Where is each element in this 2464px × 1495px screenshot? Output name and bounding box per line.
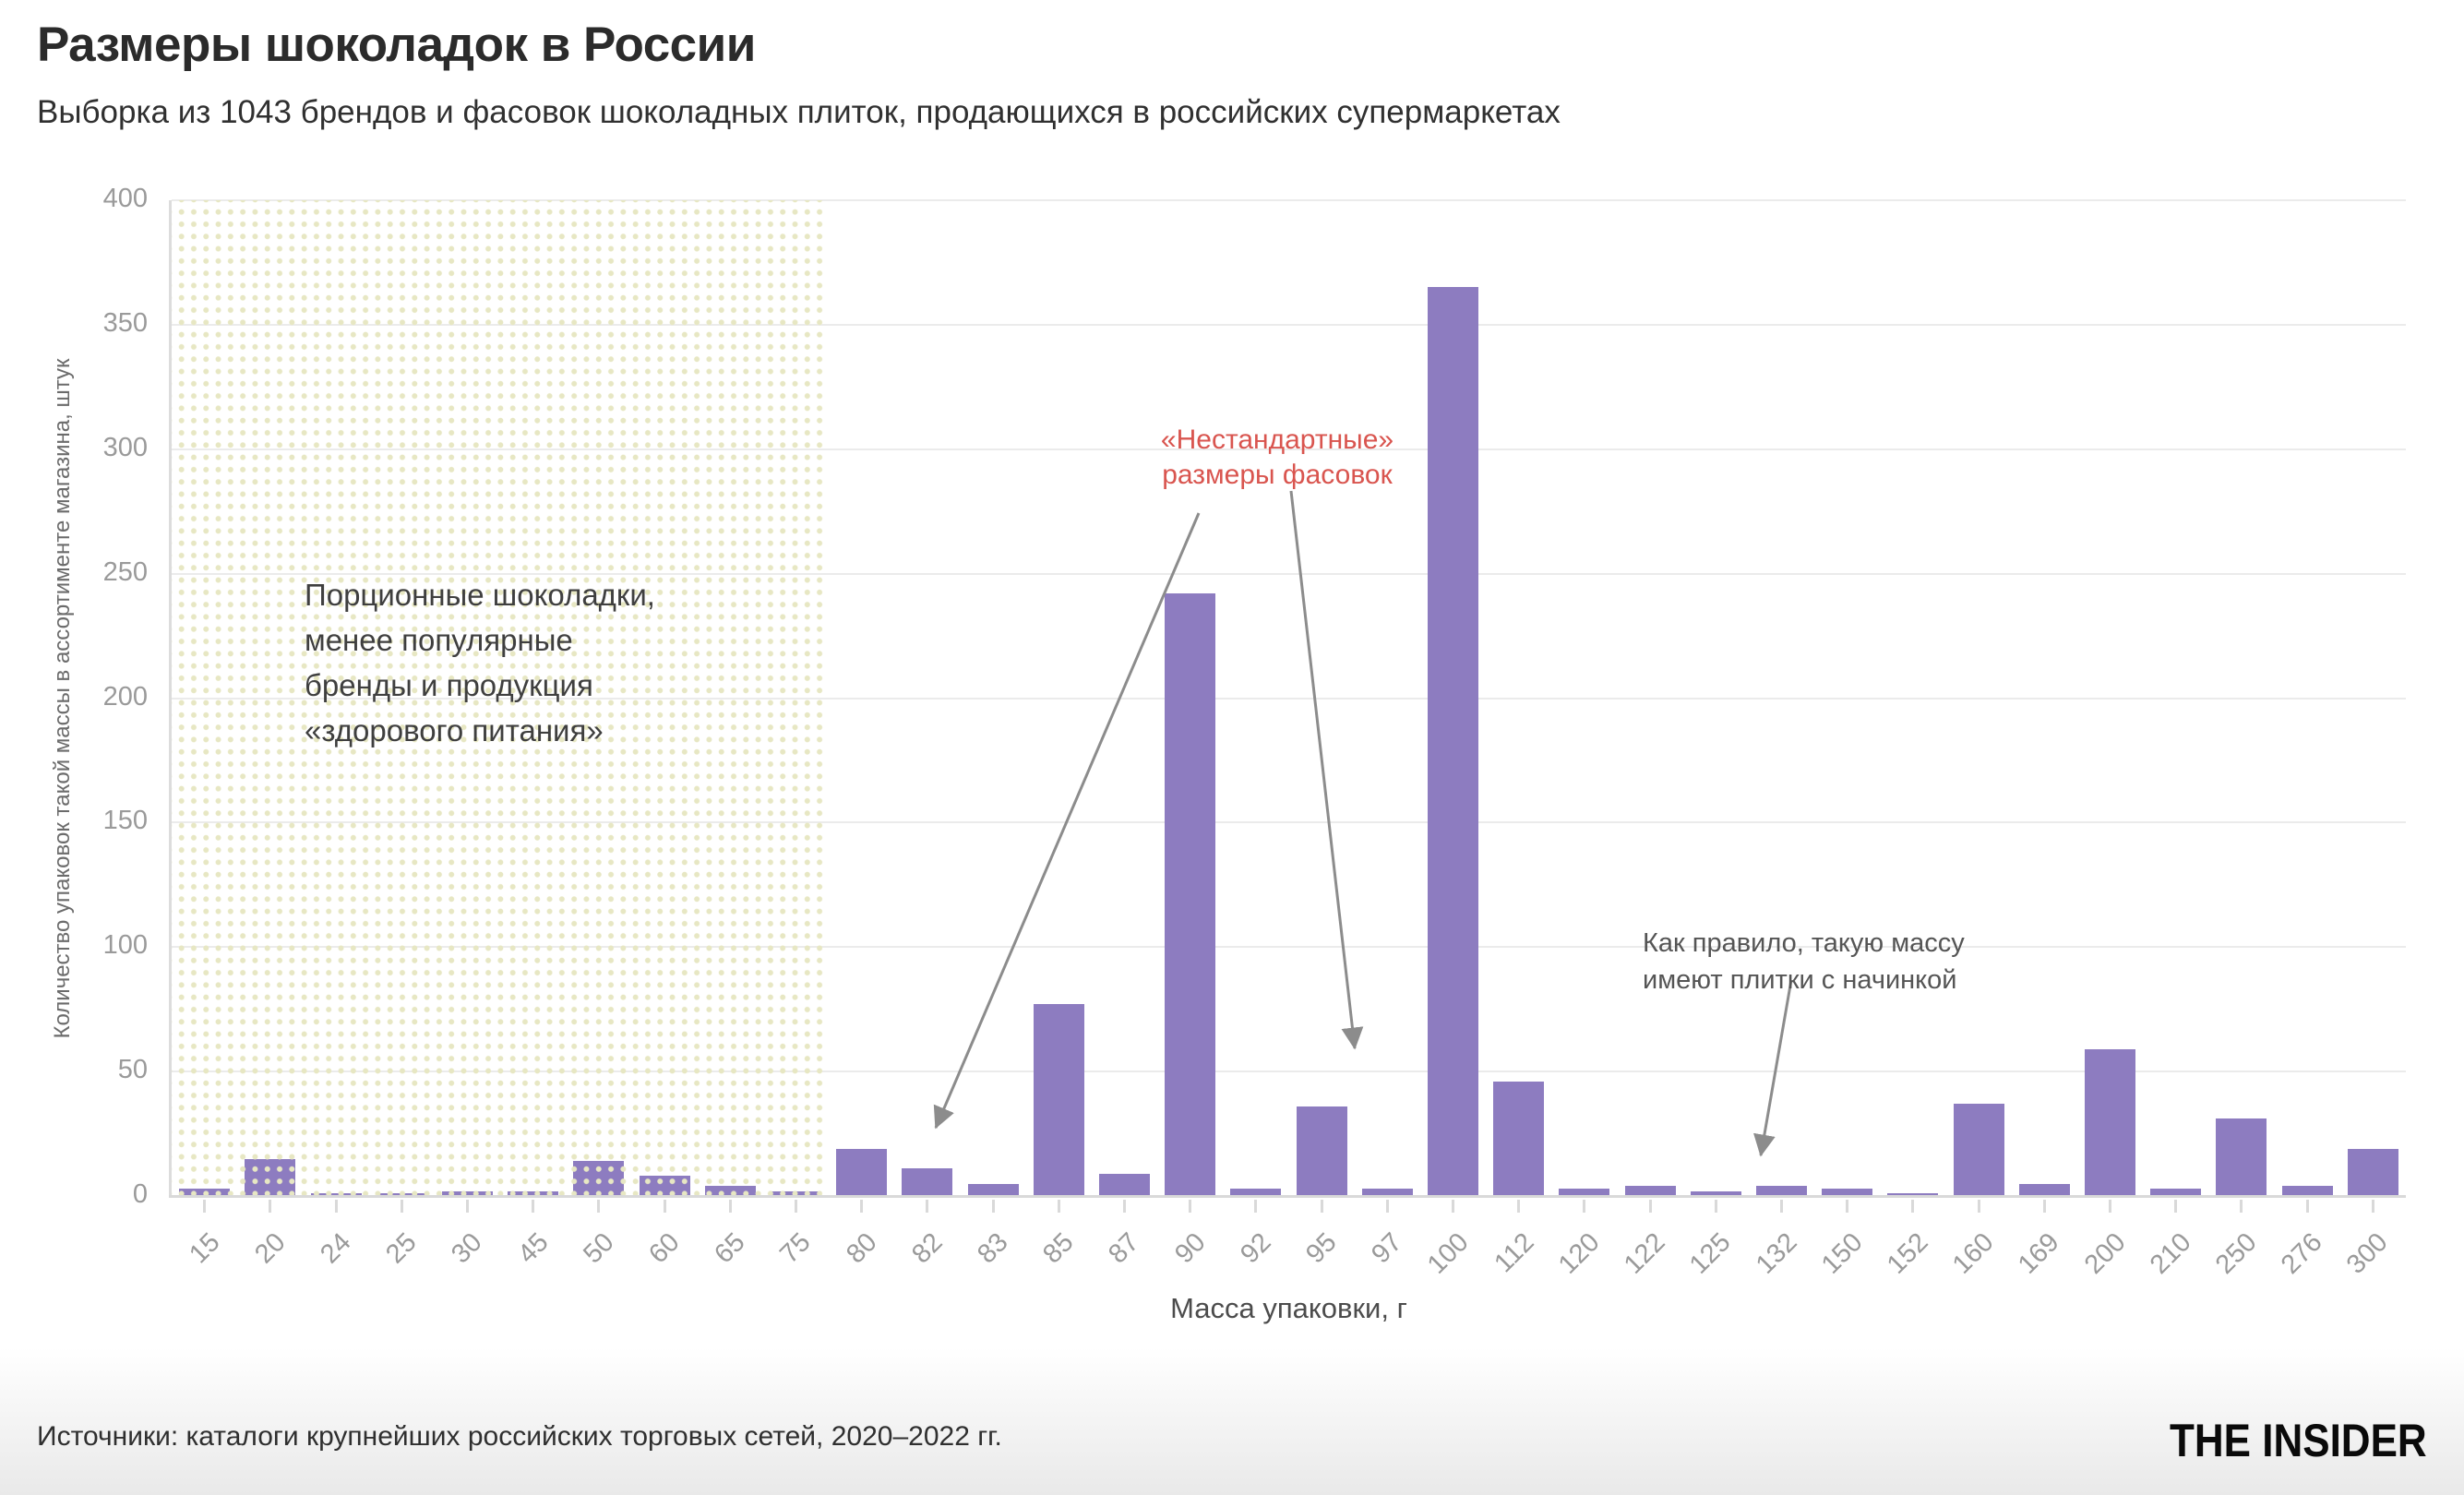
bar-132 bbox=[1756, 1186, 1808, 1196]
bar-97 bbox=[1361, 1189, 1413, 1196]
ytick-label-300: 300 bbox=[102, 432, 148, 462]
xtick-mark-30 bbox=[465, 1200, 469, 1213]
plot-area: 0 50 100 150 200 250 300 350 400 15 20 24 25 30 45 50 60… bbox=[50, 184, 2406, 1324]
xtick-mark-45 bbox=[532, 1200, 535, 1213]
bottom-gradient bbox=[0, 1347, 2464, 1495]
xtick-mark-25 bbox=[400, 1200, 403, 1213]
gridline-200 bbox=[172, 697, 2406, 700]
xtick-mark-15 bbox=[203, 1200, 207, 1213]
ytick-label-200: 200 bbox=[102, 681, 148, 712]
bar-83 bbox=[967, 1184, 1019, 1196]
xtick-mark-169 bbox=[2042, 1200, 2046, 1213]
bar-82 bbox=[902, 1168, 953, 1196]
bar-85 bbox=[1033, 1004, 1084, 1196]
bar-120 bbox=[1559, 1189, 1610, 1196]
bar-87 bbox=[1098, 1174, 1150, 1196]
ytick-label-400: 400 bbox=[102, 184, 148, 213]
filling-note: Как правило, такую массу имеют плитки с н… bbox=[1643, 925, 1965, 999]
portion-note-line: менее популярные bbox=[305, 623, 573, 657]
xtick-mark-120 bbox=[1583, 1200, 1586, 1213]
ytick-label-150: 150 bbox=[102, 806, 148, 836]
bar-210 bbox=[2150, 1189, 2202, 1196]
shaded-dots-region bbox=[172, 200, 830, 1196]
nonstandard-note: «Нестандартные» размеры фасовок bbox=[1047, 423, 1508, 493]
bar-92 bbox=[1230, 1189, 1282, 1196]
nonstandard-note-line: размеры фасовок bbox=[1162, 460, 1393, 490]
xtick-mark-122 bbox=[1648, 1200, 1652, 1213]
the-insider-logo: THE INSIDER bbox=[2170, 1415, 2427, 1466]
bar-100 bbox=[1428, 287, 1478, 1196]
xtick-mark-200 bbox=[2109, 1200, 2112, 1213]
xtick-mark-92 bbox=[1254, 1200, 1258, 1213]
bar-150 bbox=[1822, 1189, 1873, 1196]
chart-subtitle: Выборка из 1043 брендов и фасовок шокола… bbox=[37, 94, 1561, 130]
xtick-mark-24 bbox=[334, 1200, 338, 1213]
xtick-mark-125 bbox=[1714, 1200, 1717, 1213]
filling-note-line: имеют плитки с начинкой bbox=[1643, 965, 1957, 995]
bar-152 bbox=[1887, 1193, 1939, 1196]
bar-200 bbox=[2085, 1049, 2136, 1196]
bar-250 bbox=[2216, 1118, 2267, 1196]
xtick-mark-83 bbox=[991, 1200, 995, 1213]
xtick-mark-87 bbox=[1122, 1200, 1126, 1213]
gridline-50 bbox=[172, 1070, 2406, 1073]
xtick-mark-90 bbox=[1189, 1200, 1192, 1213]
xtick-mark-100 bbox=[1452, 1200, 1454, 1213]
gridline-300 bbox=[172, 448, 2406, 450]
xtick-mark-85 bbox=[1057, 1200, 1060, 1213]
ytick-label-100: 100 bbox=[102, 930, 148, 961]
xtick-mark-95 bbox=[1320, 1200, 1323, 1213]
portion-note: Порционные шоколадки, менее популярные бре… bbox=[305, 572, 655, 753]
xtick-mark-152 bbox=[1911, 1200, 1915, 1213]
xtick-mark-82 bbox=[926, 1200, 929, 1213]
xtick-mark-210 bbox=[2174, 1200, 2178, 1213]
bar-125 bbox=[1690, 1191, 1741, 1196]
x-axis-title: Масса упаковки, г bbox=[1170, 1292, 1407, 1324]
source-note: Источники: каталоги крупнейших российски… bbox=[37, 1421, 1002, 1452]
xtick-mark-112 bbox=[1517, 1200, 1521, 1213]
ytick-label-0: 0 bbox=[132, 1179, 148, 1209]
filling-note-line: Как правило, такую массу bbox=[1643, 928, 1965, 958]
x-axis-line bbox=[169, 1195, 2406, 1198]
gridline-350 bbox=[172, 323, 2406, 326]
gridline-400 bbox=[172, 199, 2406, 201]
xtick-mark-60 bbox=[663, 1200, 666, 1213]
portion-note-line: бренды и продукция bbox=[305, 668, 593, 702]
portion-note-line: Порционные шоколадки, bbox=[305, 578, 655, 612]
bar-300 bbox=[2347, 1149, 2398, 1196]
bar-169 bbox=[2018, 1184, 2070, 1196]
ytick-label-250: 250 bbox=[102, 556, 148, 587]
xtick-mark-65 bbox=[728, 1200, 732, 1213]
xtick-mark-250 bbox=[2240, 1200, 2243, 1213]
bar-80 bbox=[836, 1149, 888, 1196]
xtick-mark-150 bbox=[1846, 1200, 1849, 1213]
xtick-mark-20 bbox=[269, 1200, 272, 1213]
gridline-150 bbox=[172, 821, 2406, 824]
gridline-100 bbox=[172, 946, 2406, 949]
xtick-mark-50 bbox=[597, 1200, 601, 1213]
y-axis-title: Количество упаковок такой массы в ассорт… bbox=[50, 358, 75, 1038]
portion-note-line: «здорового питания» bbox=[305, 713, 604, 748]
xtick-mark-160 bbox=[1977, 1200, 1980, 1213]
gridline-250 bbox=[172, 572, 2406, 575]
bar-112 bbox=[1493, 1082, 1545, 1196]
bar-122 bbox=[1624, 1186, 1676, 1196]
ytick-label-350: 350 bbox=[102, 307, 148, 338]
xtick-mark-75 bbox=[794, 1200, 797, 1213]
xtick-mark-276 bbox=[2305, 1200, 2309, 1213]
nonstandard-note-line: «Нестандартные» bbox=[1160, 425, 1394, 455]
ytick-label-50: 50 bbox=[117, 1055, 148, 1085]
bar-90 bbox=[1165, 593, 1216, 1196]
xtick-mark-300 bbox=[2371, 1200, 2374, 1213]
bar-160 bbox=[1953, 1104, 2004, 1196]
xtick-mark-97 bbox=[1385, 1200, 1389, 1213]
y-axis-line bbox=[169, 200, 172, 1196]
chart-title: Размеры шоколадок в России bbox=[37, 18, 756, 72]
bar-276 bbox=[2281, 1186, 2333, 1196]
bar-95 bbox=[1296, 1106, 1347, 1196]
xtick-mark-80 bbox=[860, 1200, 864, 1213]
xtick-mark-132 bbox=[1780, 1200, 1784, 1213]
